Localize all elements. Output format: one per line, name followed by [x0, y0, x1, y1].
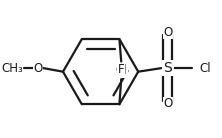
Text: O: O — [163, 26, 172, 39]
Text: S: S — [163, 61, 172, 75]
Text: Cl: Cl — [115, 64, 127, 77]
Text: CH₃: CH₃ — [1, 62, 23, 75]
Text: O: O — [33, 62, 42, 75]
Text: F: F — [118, 63, 125, 76]
Text: O: O — [163, 97, 172, 110]
Text: Cl: Cl — [199, 62, 211, 75]
